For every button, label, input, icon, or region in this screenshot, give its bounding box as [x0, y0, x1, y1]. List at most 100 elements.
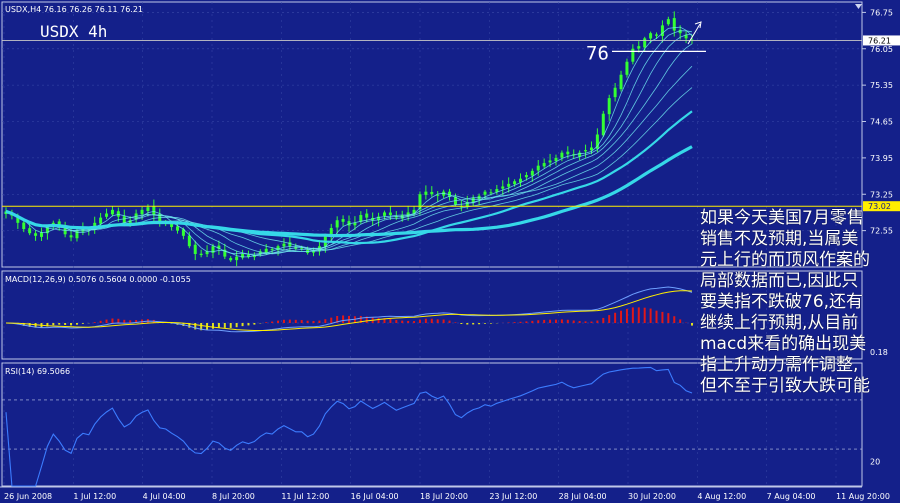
candle-body — [430, 191, 434, 195]
price-tick-label: 76.75 — [870, 8, 893, 17]
time-tick-label: 4 Aug 12:00 — [697, 492, 746, 501]
candle-body — [152, 206, 156, 216]
panel-frame-2 — [1, 270, 863, 360]
candle-body — [341, 219, 345, 222]
candle-body — [666, 19, 670, 25]
candle-body — [270, 249, 274, 251]
candle-body — [513, 181, 517, 185]
candle-body — [170, 223, 174, 227]
trend-arrow-icon — [687, 23, 701, 45]
candle-body — [400, 215, 404, 219]
candle-body — [501, 186, 505, 189]
candle-body — [412, 209, 416, 214]
candle-body — [566, 151, 570, 155]
level-76-label: 76 — [586, 42, 609, 64]
candle-body — [288, 242, 292, 247]
candle-body — [176, 226, 179, 231]
candle-body — [436, 194, 440, 196]
commentary-text-block: 如果今天美国7月零售 销售不及预期,当属美 元上行的而顶风作案的 局部数据而已,… — [700, 208, 900, 397]
candle-body — [181, 229, 185, 236]
candle-body — [246, 254, 250, 257]
rsi-info-label: RSI(14) 69.5066 — [5, 367, 70, 376]
candle-body — [637, 46, 641, 49]
time-tick-label: 11 Aug 20:00 — [836, 492, 890, 501]
price-tick-label: 72.55 — [870, 227, 893, 236]
candle-body — [377, 216, 381, 221]
candle-body — [211, 246, 215, 253]
candle-body — [241, 254, 245, 258]
candle-body — [382, 212, 386, 216]
time-tick-label: 8 Jul 20:00 — [212, 492, 255, 501]
candle-body — [542, 163, 546, 167]
candle-body — [105, 213, 109, 217]
panel-frame-1 — [1, 1, 863, 268]
price-tick-label: 76.05 — [870, 45, 893, 54]
yellow-price-tag-label: 73.02 — [868, 202, 891, 211]
candle-body — [643, 38, 647, 48]
chart-shift-marker-icon — [855, 4, 862, 9]
price-info-label: USDX,H4 76.16 76.26 76.11 76.21 — [5, 5, 143, 14]
candle-body — [406, 212, 410, 217]
commentary-line: 要美指不跌破76,还有 — [700, 292, 864, 312]
candle-body — [116, 211, 120, 217]
candle-body — [601, 113, 605, 136]
macd-line — [5, 286, 693, 333]
candle-body — [465, 202, 469, 208]
candle-body — [678, 29, 682, 34]
candle-body — [300, 247, 304, 249]
candle-body — [684, 34, 688, 39]
commentary-line: macd来看的确出现美 — [700, 334, 867, 354]
candle-body — [418, 194, 422, 210]
candle-body — [394, 216, 398, 218]
candle-body — [589, 147, 593, 151]
candle-body — [347, 221, 351, 226]
candle-body — [223, 249, 227, 257]
trend-arrow-icon — [694, 21, 702, 29]
candle-body — [258, 251, 262, 255]
candle-body — [530, 170, 534, 176]
commentary-line: 但不至于引致大跌可能 — [700, 376, 870, 396]
candle-body — [507, 183, 511, 187]
candle-body — [524, 175, 528, 178]
candle-body — [548, 160, 552, 163]
time-tick-label: 26 Jun 2008 — [4, 492, 52, 501]
candle-body — [16, 215, 20, 223]
candle-body — [595, 134, 599, 149]
commentary-line: 如果今天美国7月零售 — [700, 208, 864, 228]
candle-body — [187, 235, 191, 247]
candle-body — [140, 209, 144, 215]
candle-body — [536, 165, 540, 171]
commentary-line: 销售不及预期,当属美 — [700, 229, 859, 249]
candle-body — [34, 233, 38, 236]
rsi-scale-label: 20 — [870, 457, 880, 466]
candle-body — [69, 235, 73, 238]
candle-body — [424, 191, 428, 195]
time-tick-label: 1 Jul 12:00 — [73, 492, 116, 501]
time-tick-label: 30 Jul 20:00 — [628, 492, 676, 501]
rsi-line — [5, 366, 693, 487]
time-tick-label: 4 Jul 04:00 — [143, 492, 186, 501]
candle-body — [607, 98, 611, 115]
time-tick-label: 23 Jul 12:00 — [489, 492, 537, 501]
candle-body — [655, 34, 659, 36]
current-price-tag-label: 76.21 — [868, 36, 891, 45]
candle-body — [205, 251, 209, 255]
candle-body — [631, 48, 635, 62]
price-tick-label: 73.25 — [870, 190, 893, 199]
time-tick-label: 18 Jul 20:00 — [420, 492, 468, 501]
candle-body — [276, 246, 280, 251]
candle-body — [483, 191, 487, 195]
candle-body — [39, 232, 43, 237]
candle-body — [146, 207, 150, 211]
candle-body — [252, 255, 256, 258]
candle-body — [235, 256, 239, 261]
candle-body — [613, 87, 617, 98]
commentary-line: 指上升动力需作调整, — [700, 355, 859, 375]
candle-body — [75, 230, 79, 239]
candle-body — [625, 61, 629, 75]
candle-body — [365, 213, 369, 218]
candle-body — [199, 253, 203, 256]
time-tick-label: 28 Jul 04:00 — [559, 492, 607, 501]
